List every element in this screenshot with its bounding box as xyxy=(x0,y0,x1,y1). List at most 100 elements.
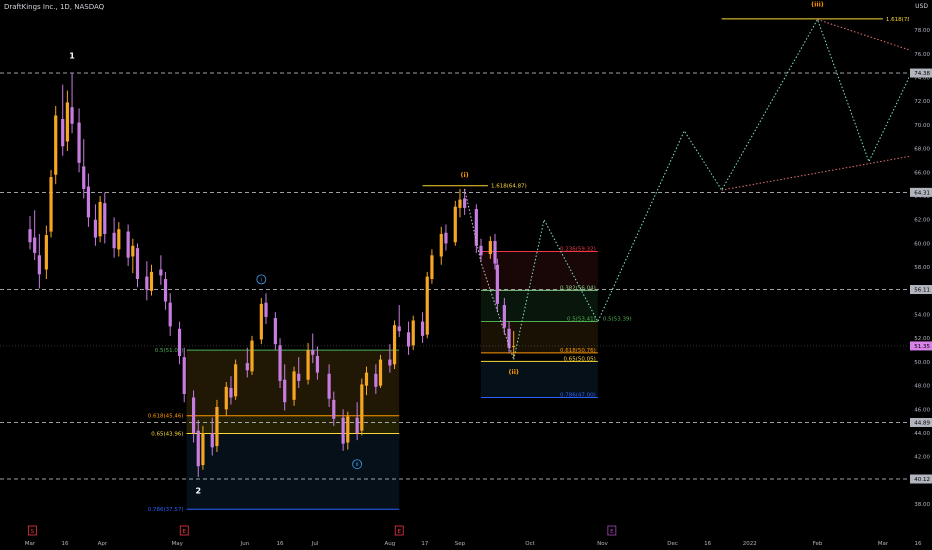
fib-level-label: 0.786(37.57) xyxy=(148,507,184,513)
symbol-title[interactable]: DraftKings Inc., 1D, NASDAQ xyxy=(4,3,105,11)
candle-body xyxy=(86,186,91,218)
candle-body xyxy=(439,233,443,257)
time-axis-tick: 2022 xyxy=(743,541,757,547)
price-axis-tick: 60.00 xyxy=(914,241,930,247)
candles-group xyxy=(28,72,516,477)
candle-body xyxy=(315,356,320,373)
wave-label: (iii) xyxy=(811,0,824,8)
extension-level-label: 1.618(64.87) xyxy=(491,184,527,190)
candle-body xyxy=(458,199,462,208)
candle-body xyxy=(191,397,196,434)
candle-body xyxy=(37,255,41,275)
fib-level-label: 0.65(43.96) xyxy=(151,432,183,438)
fib2-level-label: 0.382(56.04) xyxy=(560,285,596,291)
time-axis-tick: May xyxy=(172,541,184,547)
price-axis-tick: 78.00 xyxy=(914,28,930,34)
event-marker-text: E xyxy=(397,529,401,535)
candle-body xyxy=(126,231,130,258)
candle-body xyxy=(463,198,467,208)
candle-body xyxy=(479,245,483,256)
fib2-level-label: 0.618(50.76) xyxy=(560,348,596,354)
time-axis-tick: 16 xyxy=(704,541,711,547)
candle-body xyxy=(411,320,415,346)
candle-body xyxy=(93,219,98,238)
event-marker-box xyxy=(394,525,404,536)
candle-body xyxy=(201,433,205,466)
price-axis-tick: 74.00 xyxy=(914,76,930,82)
fib2-zone-blue xyxy=(480,361,598,398)
candle-body xyxy=(117,229,121,250)
time-axis-tick: Nov xyxy=(597,541,608,547)
candle-body xyxy=(49,177,53,232)
candle-body xyxy=(430,255,434,279)
wave-label-circle xyxy=(352,459,363,470)
candle-body xyxy=(495,264,499,304)
price-axis-tick: 46.00 xyxy=(914,407,930,413)
fib2-level-label: 0.786(47.00) xyxy=(560,392,596,398)
candle-body xyxy=(474,209,478,246)
time-axis-tick: Jun xyxy=(240,541,250,547)
candle-body xyxy=(341,417,345,444)
candle-body xyxy=(397,326,401,332)
candle-body xyxy=(425,276,429,335)
price-axis-tick: 52.00 xyxy=(914,336,930,342)
candle-body xyxy=(327,373,331,399)
lower-trendline xyxy=(721,151,932,191)
event-marker-box xyxy=(607,525,617,536)
time-axis-tick: Mar xyxy=(25,541,36,547)
candle-body xyxy=(82,166,86,189)
extension-level-label: 1.618(78.95) xyxy=(886,17,922,23)
candle-body xyxy=(273,318,277,345)
candle-body xyxy=(250,340,254,372)
time-axis-tick: Sep xyxy=(455,541,466,547)
price-axis-tick: 64.00 xyxy=(914,194,930,200)
price-axis-tick: 66.00 xyxy=(914,170,930,176)
price-axis-tick: 70.00 xyxy=(914,123,930,129)
candle-body xyxy=(182,357,186,394)
price-label-text: 44.89 xyxy=(914,420,930,426)
candle-body xyxy=(259,303,263,340)
fib2-zone-orange xyxy=(480,321,598,353)
candle-body xyxy=(131,245,135,257)
fib2-zone-green xyxy=(480,290,598,322)
candle-body xyxy=(420,321,425,336)
fib2-level-label: 0.65(50.05) xyxy=(564,356,596,362)
price-label-box xyxy=(910,68,932,78)
candle-body xyxy=(444,232,448,244)
time-axis-tick: Jul xyxy=(311,541,319,547)
candle-body xyxy=(135,248,140,279)
candle-body xyxy=(245,363,249,371)
candle-body xyxy=(512,345,516,347)
candle-body xyxy=(224,386,228,410)
candle-body xyxy=(196,430,200,467)
time-axis-tick: 17 xyxy=(421,541,428,547)
candle-body xyxy=(229,388,233,398)
price-label-box xyxy=(910,285,932,295)
price-axis-tick: 54.00 xyxy=(914,313,930,319)
candle-body xyxy=(33,237,37,253)
time-axis-tick: Mar xyxy=(878,541,889,547)
candle-body xyxy=(65,102,69,142)
candle-body xyxy=(346,416,350,443)
time-axis-tick: Oct xyxy=(525,541,535,547)
wave-label: ii xyxy=(356,462,360,468)
wave-label: (i) xyxy=(461,171,469,179)
candle-body xyxy=(61,119,65,147)
fib-zone-yellow xyxy=(186,415,400,434)
price-axis-tick: 44.00 xyxy=(914,431,930,437)
candle-body xyxy=(332,399,336,419)
candle-body xyxy=(507,328,511,348)
price-label-box xyxy=(910,341,932,351)
time-axis-tick: Dec xyxy=(667,541,678,547)
time-axis-tick: Apr xyxy=(98,541,108,547)
currency-label: USD xyxy=(915,3,928,10)
candle-body xyxy=(283,379,287,403)
time-axis-tick: 16 xyxy=(62,541,69,547)
candle-body xyxy=(278,345,282,381)
price-label-box xyxy=(910,417,932,427)
wave-label: (ii) xyxy=(509,368,519,376)
wave-label: i xyxy=(261,277,263,283)
price-axis-tick: 68.00 xyxy=(914,147,930,153)
price-label-text: 74.38 xyxy=(914,71,930,77)
